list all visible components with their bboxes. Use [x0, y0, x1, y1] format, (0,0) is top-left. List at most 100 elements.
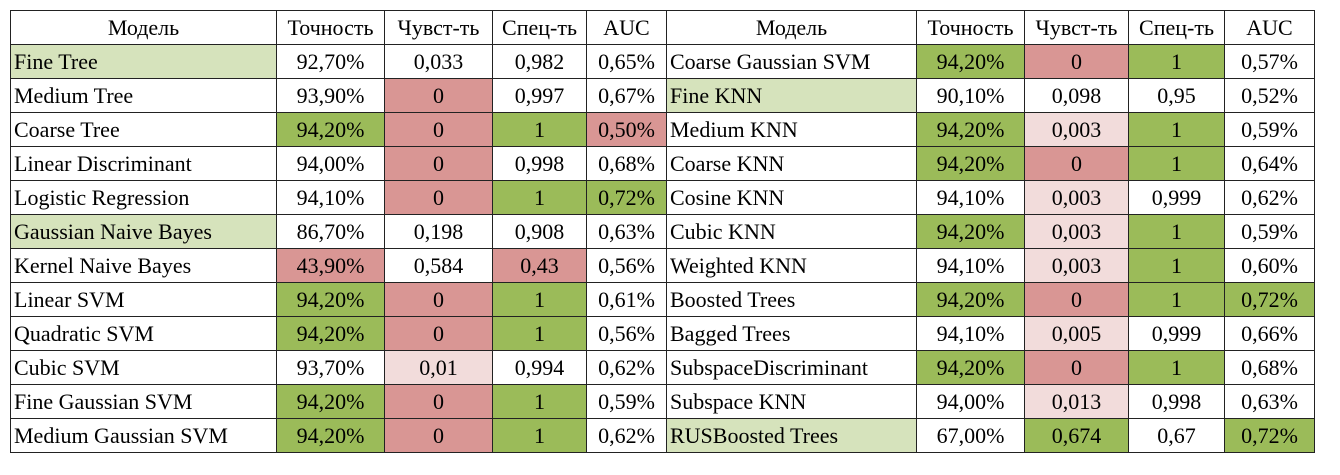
cell-accuracy-right: 94,10%: [916, 316, 1025, 351]
cell-model-left: Coarse Tree: [10, 112, 277, 147]
cell-model-left: Fine Tree: [10, 44, 277, 79]
cell-auc-right: 0,72%: [1224, 282, 1315, 317]
table-row: Fine Gaussian SVM 94,20% 0 1 0,59% Subspace K…: [10, 384, 1315, 419]
header-row: Модель Точность Чувст-ть Спец-ть AUC Мод…: [10, 10, 1315, 45]
cell-accuracy-right: 94,20%: [916, 214, 1025, 249]
cell-accuracy-left: 94,20%: [276, 282, 385, 317]
cell-model-right: RUSBoosted Trees: [666, 418, 917, 453]
cell-accuracy-left: 94,00%: [276, 146, 385, 181]
cell-auc-right: 0,59%: [1224, 112, 1315, 147]
cell-specificity-left: 0,908: [492, 214, 587, 249]
cell-auc-right: 0,59%: [1224, 214, 1315, 249]
cell-sensitivity-right: 0,013: [1024, 384, 1129, 419]
cell-auc-left: 0,68%: [586, 146, 667, 181]
cell-model-right: Bagged Trees: [666, 316, 917, 351]
cell-specificity-right: 0,998: [1128, 384, 1225, 419]
cell-specificity-left: 0,998: [492, 146, 587, 181]
cell-accuracy-right: 94,20%: [916, 146, 1025, 181]
cell-specificity-left: 1: [492, 418, 587, 453]
cell-accuracy-right: 94,10%: [916, 180, 1025, 215]
header-auc-left: AUC: [586, 10, 667, 45]
cell-specificity-right: 1: [1128, 146, 1225, 181]
cell-sensitivity-left: 0: [384, 418, 493, 453]
cell-model-right: Coarse KNN: [666, 146, 917, 181]
table-row: Quadratic SVM 94,20% 0 1 0,56% Bagged Trees 94…: [10, 316, 1315, 351]
cell-auc-right: 0,68%: [1224, 350, 1315, 385]
cell-accuracy-left: 94,20%: [276, 418, 385, 453]
cell-model-left: Cubic SVM: [10, 350, 277, 385]
table-row: Cubic SVM 93,70% 0,01 0,994 0,62% SubspaceDis…: [10, 350, 1315, 385]
cell-model-left: Fine Gaussian SVM: [10, 384, 277, 419]
cell-accuracy-left: 94,20%: [276, 384, 385, 419]
results-table: Модель Точность Чувст-ть Спец-ть AUC Мод…: [10, 10, 1315, 453]
cell-specificity-left: 1: [492, 282, 587, 317]
cell-sensitivity-left: 0,198: [384, 214, 493, 249]
cell-accuracy-right: 67,00%: [916, 418, 1025, 453]
cell-auc-left: 0,56%: [586, 248, 667, 283]
cell-auc-right: 0,72%: [1224, 418, 1315, 453]
cell-model-left: Logistic Regression: [10, 180, 277, 215]
cell-specificity-right: 1: [1128, 282, 1225, 317]
table-header: Модель Точность Чувст-ть Спец-ть AUC Мод…: [10, 10, 1315, 45]
cell-auc-left: 0,56%: [586, 316, 667, 351]
cell-sensitivity-right: 0,098: [1024, 78, 1129, 113]
cell-sensitivity-left: 0: [384, 146, 493, 181]
cell-auc-left: 0,50%: [586, 112, 667, 147]
cell-accuracy-left: 86,70%: [276, 214, 385, 249]
cell-model-left: Kernel Naive Bayes: [10, 248, 277, 283]
table-body: Fine Tree 92,70% 0,033 0,982 0,65% Coarse Gau…: [10, 44, 1315, 453]
cell-accuracy-right: 94,20%: [916, 44, 1025, 79]
cell-auc-right: 0,66%: [1224, 316, 1315, 351]
cell-model-right: Cubic KNN: [666, 214, 917, 249]
cell-sensitivity-left: 0,584: [384, 248, 493, 283]
cell-accuracy-left: 43,90%: [276, 248, 385, 283]
cell-sensitivity-right: 0,003: [1024, 180, 1129, 215]
cell-sensitivity-right: 0,003: [1024, 112, 1129, 147]
cell-auc-right: 0,60%: [1224, 248, 1315, 283]
cell-sensitivity-right: 0,003: [1024, 214, 1129, 249]
cell-accuracy-left: 93,90%: [276, 78, 385, 113]
cell-accuracy-left: 94,20%: [276, 112, 385, 147]
cell-auc-right: 0,52%: [1224, 78, 1315, 113]
cell-accuracy-left: 94,10%: [276, 180, 385, 215]
cell-specificity-left: 0,994: [492, 350, 587, 385]
cell-specificity-right: 1: [1128, 214, 1225, 249]
cell-specificity-right: 1: [1128, 248, 1225, 283]
cell-auc-right: 0,63%: [1224, 384, 1315, 419]
cell-specificity-left: 0,997: [492, 78, 587, 113]
cell-specificity-left: 0,982: [492, 44, 587, 79]
cell-auc-left: 0,62%: [586, 350, 667, 385]
cell-sensitivity-left: 0: [384, 384, 493, 419]
header-model-right: Модель: [666, 10, 917, 45]
cell-sensitivity-left: 0: [384, 282, 493, 317]
cell-accuracy-right: 94,20%: [916, 112, 1025, 147]
cell-sensitivity-left: 0: [384, 180, 493, 215]
table-row: Kernel Naive Bayes 43,90% 0,584 0,43 0,56% We…: [10, 248, 1315, 283]
cell-model-left: Medium Gaussian SVM: [10, 418, 277, 453]
cell-auc-left: 0,67%: [586, 78, 667, 113]
cell-model-right: Weighted KNN: [666, 248, 917, 283]
cell-model-right: Boosted Trees: [666, 282, 917, 317]
header-accuracy-left: Точность: [276, 10, 385, 45]
cell-auc-left: 0,65%: [586, 44, 667, 79]
cell-accuracy-left: 92,70%: [276, 44, 385, 79]
cell-sensitivity-right: 0,005: [1024, 316, 1129, 351]
header-sensitivity-left: Чувст-ть: [384, 10, 493, 45]
cell-specificity-right: 0,999: [1128, 316, 1225, 351]
cell-model-left: Gaussian Naive Bayes: [10, 214, 277, 249]
cell-auc-left: 0,62%: [586, 418, 667, 453]
header-specificity-right: Спец-ть: [1128, 10, 1225, 45]
cell-sensitivity-left: 0,01: [384, 350, 493, 385]
cell-sensitivity-right: 0,674: [1024, 418, 1129, 453]
cell-model-left: Linear Discriminant: [10, 146, 277, 181]
table-row: Fine Tree 92,70% 0,033 0,982 0,65% Coarse Gau…: [10, 44, 1315, 79]
header-sensitivity-right: Чувст-ть: [1024, 10, 1129, 45]
cell-model-right: Cosine KNN: [666, 180, 917, 215]
header-specificity-left: Спец-ть: [492, 10, 587, 45]
table-row: Linear Discriminant 94,00% 0 0,998 0,68% Coar…: [10, 146, 1315, 181]
table-row: Gaussian Naive Bayes 86,70% 0,198 0,908 0,63…: [10, 214, 1315, 249]
cell-accuracy-right: 94,10%: [916, 248, 1025, 283]
table-row: Logistic Regression 94,10% 0 1 0,72% Cosine K…: [10, 180, 1315, 215]
cell-auc-right: 0,57%: [1224, 44, 1315, 79]
cell-auc-left: 0,72%: [586, 180, 667, 215]
